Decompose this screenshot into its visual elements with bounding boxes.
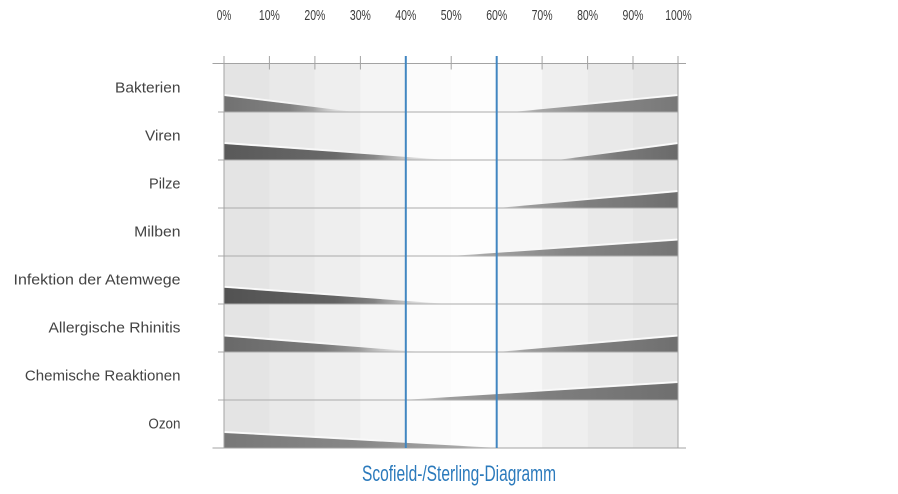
svg-text:Allergische Rhinitis: Allergische Rhinitis <box>49 320 181 337</box>
svg-text:0%: 0% <box>217 8 232 24</box>
svg-text:70%: 70% <box>532 8 553 24</box>
svg-text:Milben: Milben <box>134 224 180 241</box>
svg-text:Ozon: Ozon <box>148 415 180 432</box>
svg-text:90%: 90% <box>623 8 644 24</box>
svg-text:Chemische Reaktionen: Chemische Reaktionen <box>25 368 181 385</box>
svg-text:Bakterien: Bakterien <box>115 79 181 96</box>
svg-text:60%: 60% <box>486 8 507 24</box>
svg-text:30%: 30% <box>350 8 371 24</box>
svg-text:Infektion der Atemwege: Infektion der Atemwege <box>14 272 181 289</box>
svg-text:40%: 40% <box>395 8 416 24</box>
svg-text:80%: 80% <box>577 8 598 24</box>
svg-text:50%: 50% <box>441 8 462 24</box>
svg-text:20%: 20% <box>304 8 325 24</box>
svg-text:100%: 100% <box>665 8 692 24</box>
svg-text:10%: 10% <box>259 8 280 24</box>
svg-text:Viren: Viren <box>145 128 181 145</box>
svg-text:Scofield-/Sterling-Diagramm: Scofield-/Sterling-Diagramm <box>362 461 556 486</box>
svg-text:Pilze: Pilze <box>149 176 181 193</box>
